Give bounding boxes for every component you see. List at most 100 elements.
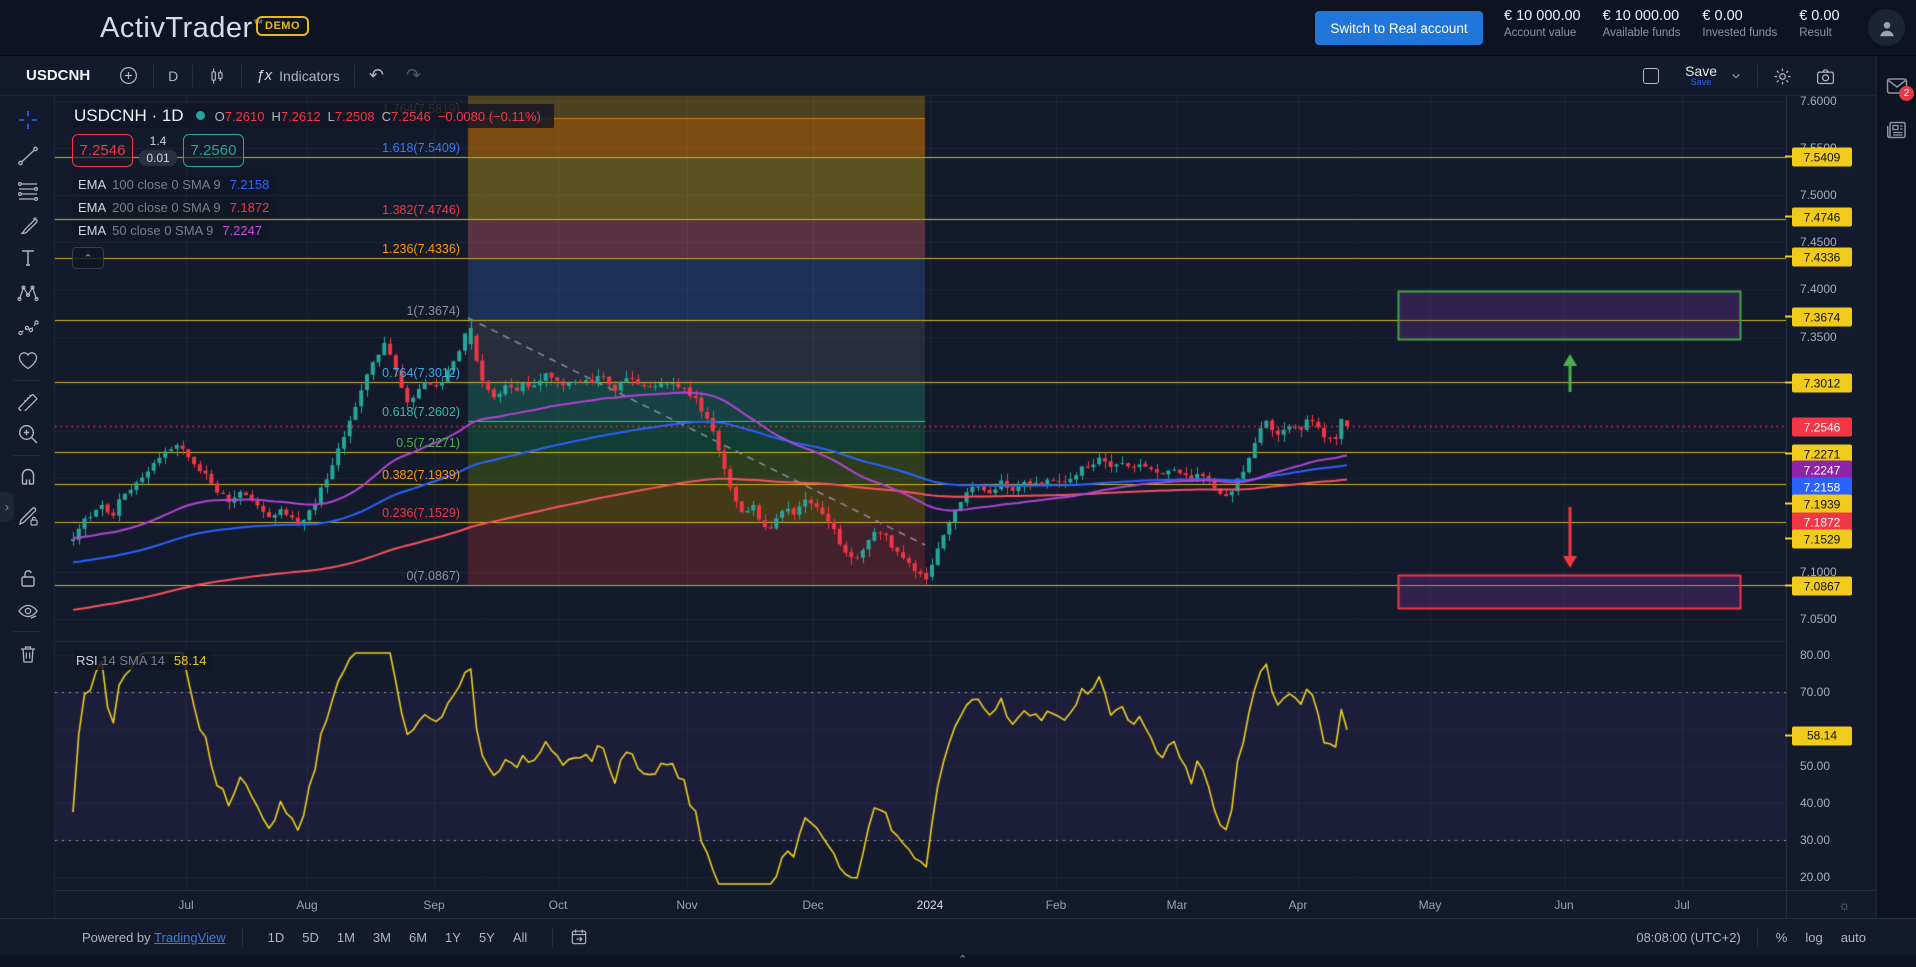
tool-fib-retracement[interactable] — [16, 179, 40, 203]
time-axis-label-oct[interactable]: Oct — [548, 898, 568, 912]
fib-level-label: 0.382(7.1939) — [382, 467, 460, 482]
range-button-6m[interactable]: 6M — [408, 929, 428, 945]
time-axis-label-2024[interactable]: 2024 — [916, 898, 944, 912]
tool-trend-line[interactable] — [16, 144, 40, 168]
time-axis-label-apr[interactable]: Apr — [1288, 898, 1308, 912]
remove-drawings-icon — [21, 646, 35, 663]
level-price-tag[interactable]: 7.1529 — [1785, 529, 1852, 549]
news-button[interactable] — [1885, 118, 1909, 142]
level-price-tag[interactable]: 7.2271 — [1785, 444, 1852, 464]
tool-remove-drawings[interactable] — [16, 642, 40, 666]
fib-level-label: 1.618(7.5409) — [382, 140, 460, 155]
multichart-checkbox[interactable] — [1643, 68, 1660, 84]
auto-scale-button[interactable]: auto — [1840, 929, 1866, 945]
range-button-5y[interactable]: 5Y — [478, 929, 495, 945]
legend-collapse-button[interactable]: ⌃ — [72, 247, 104, 269]
time-axis-label-may[interactable]: May — [1418, 898, 1442, 912]
price-chart-canvas[interactable] — [55, 96, 1786, 918]
interval-button[interactable]: D — [168, 67, 179, 84]
log-scale-button[interactable]: log — [1805, 929, 1823, 945]
magnet-icon — [21, 468, 35, 485]
time-axis-label-sep[interactable]: Sep — [423, 898, 445, 912]
tool-emoji[interactable] — [16, 348, 40, 372]
current-price-tag[interactable]: 7.2546 — [1792, 417, 1852, 437]
tag-notch — [1785, 215, 1792, 218]
rsi-value-tag[interactable]: 58.14 — [1785, 726, 1852, 746]
legend-symbol-title[interactable]: USDCNH · 1D — [74, 106, 184, 125]
lock-all-icon — [21, 570, 35, 587]
tool-zoom-in[interactable] — [16, 422, 40, 446]
bottom-strip: ⌃ — [0, 954, 1916, 967]
tool-draw-mode[interactable] — [16, 504, 40, 528]
stat-value: € 0.00 — [1799, 8, 1840, 24]
level-price-tag[interactable]: 7.4336 — [1785, 247, 1852, 267]
watchlist-expand-handle[interactable]: › — [0, 492, 14, 522]
tool-lock-all[interactable] — [16, 566, 40, 590]
tool-measure[interactable] — [16, 387, 40, 411]
tool-text[interactable] — [16, 246, 40, 270]
user-avatar[interactable] — [1868, 9, 1905, 46]
level-price-tag[interactable]: 7.4746 — [1785, 207, 1852, 227]
level-price-tag[interactable]: 7.2247 — [1792, 460, 1852, 480]
tool-magnet[interactable] — [16, 463, 40, 487]
clock[interactable]: 08:08:00 (UTC+2) — [1636, 929, 1741, 945]
tag-notch — [1785, 155, 1792, 158]
time-axis-label-aug[interactable]: Aug — [296, 898, 318, 912]
spread: 1.4 0.01 — [133, 134, 183, 167]
time-axis-label-mar[interactable]: Mar — [1166, 898, 1188, 912]
tool-separator — [13, 455, 41, 456]
sell-bid-button[interactable]: 7.2546 — [72, 134, 133, 167]
powered-by: Powered by TradingView — [82, 929, 226, 945]
chart-style-button[interactable] — [207, 66, 227, 86]
range-button-3m[interactable]: 3M — [372, 929, 391, 945]
tool-xabcd-pattern[interactable] — [16, 281, 40, 305]
percent-scale-button[interactable]: % — [1775, 929, 1788, 945]
level-price-tag[interactable]: 7.3012 — [1785, 373, 1852, 393]
price-axis-border — [1786, 96, 1787, 918]
time-axis-label-nov[interactable]: Nov — [676, 898, 698, 912]
tool-crosshair[interactable] — [16, 108, 40, 132]
tag-notch — [1785, 255, 1792, 258]
time-axis-settings-icon[interactable]: ☼ — [1838, 897, 1851, 913]
range-button-all[interactable]: All — [512, 929, 528, 945]
time-axis-label-jul[interactable]: Jul — [178, 898, 194, 912]
redo-button[interactable]: ↷ — [405, 65, 422, 85]
pane-collapse-caret-icon[interactable]: ⌃ — [958, 954, 968, 966]
tool-separator — [13, 631, 41, 632]
rsi-axis-label: 40.00 — [1800, 796, 1831, 810]
tool-brush[interactable] — [16, 214, 40, 238]
range-button-1d[interactable]: 1D — [267, 929, 285, 945]
symbol-button[interactable]: USDCNH — [26, 67, 91, 84]
level-price-tag[interactable]: 7.3674 — [1785, 307, 1852, 327]
switch-to-real-account-button[interactable]: Switch to Real account — [1315, 11, 1483, 45]
fib-level-label: 0.764(7.3012) — [382, 366, 460, 381]
time-axis-label-jun[interactable]: Jun — [1554, 898, 1574, 912]
undo-button[interactable]: ↶ — [368, 65, 384, 85]
buy-ask-button[interactable]: 7.2560 — [183, 134, 244, 167]
range-button-1m[interactable]: 1M — [336, 929, 355, 945]
time-axis-label-feb[interactable]: Feb — [1045, 898, 1067, 912]
market-open-dot — [195, 111, 205, 120]
chart-settings-button[interactable] — [1772, 66, 1793, 87]
tool-forecast[interactable] — [16, 316, 40, 340]
go-to-date-button[interactable] — [569, 927, 589, 947]
tool-hide-drawings[interactable] — [16, 599, 40, 623]
screenshot-button[interactable] — [1815, 66, 1836, 87]
level-price-tag[interactable]: 7.2158 — [1792, 477, 1852, 497]
level-price-tag[interactable]: 7.1939 — [1785, 494, 1852, 514]
compare-add-button[interactable] — [118, 65, 139, 86]
save-menu-chevron[interactable] — [1729, 69, 1743, 83]
notifications-mail-button[interactable]: 2 — [1885, 74, 1914, 101]
level-price-tag[interactable]: 7.5409 — [1785, 147, 1852, 167]
level-price-tag[interactable]: 7.0867 — [1785, 576, 1852, 596]
tradingview-link[interactable]: TradingView — [154, 929, 226, 945]
range-button-5d[interactable]: 5D — [302, 929, 319, 945]
bottom-toolbar: Powered by TradingView 1D 5D 1M 3M 6M 1Y 5Y All… — [0, 918, 1916, 955]
current-price-tag[interactable]: 7.1872 — [1792, 512, 1852, 532]
time-axis-label-jul[interactable]: Jul — [1674, 898, 1690, 912]
save-button[interactable]: Save Save — [1685, 63, 1717, 87]
indicators-button[interactable]: ƒx Indicators — [256, 67, 340, 84]
range-button-1y[interactable]: 1Y — [445, 929, 461, 945]
time-axis-label-dec[interactable]: Dec — [802, 898, 824, 912]
right-sidebar: 2 — [1876, 56, 1916, 967]
